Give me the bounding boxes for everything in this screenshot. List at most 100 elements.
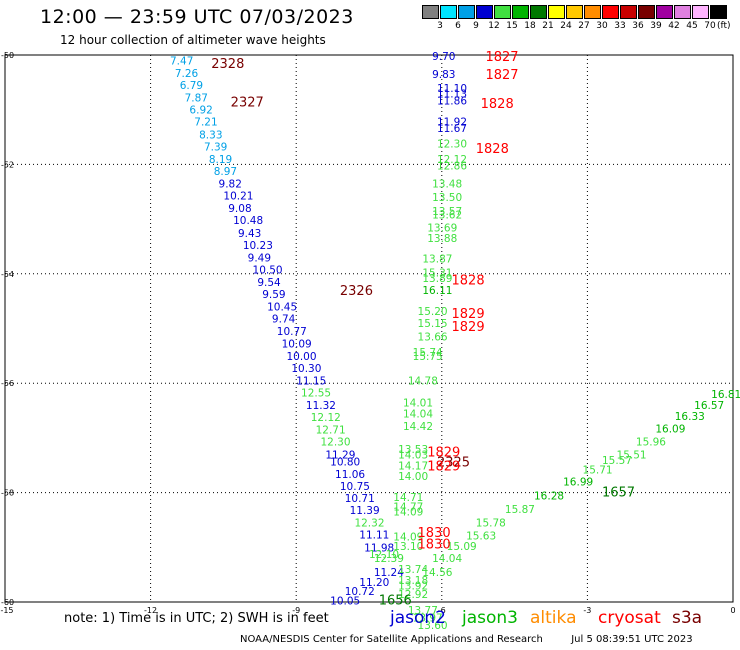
- wave-height-label: 14.09: [393, 531, 423, 543]
- wave-height-label: 6.79: [180, 80, 203, 92]
- satellite-legend-s3a: s3a: [672, 608, 703, 628]
- legend-swatch: [476, 5, 493, 19]
- wave-height-label: 15.20: [418, 306, 448, 318]
- wave-height-label: 15.57: [602, 455, 632, 467]
- satellite-legend-cryosat: cryosat: [598, 608, 661, 628]
- legend-swatch: [692, 5, 709, 19]
- pass-time-tag: 1830: [418, 526, 451, 541]
- map-subtitle: 12 hour collection of altimeter wave hei…: [60, 33, 326, 47]
- satellite-legend-altika: altika: [530, 608, 577, 628]
- wave-height-label: 12.39: [374, 553, 404, 565]
- legend-label: 30: [596, 21, 608, 31]
- satellite-legend-jason2: jason2: [390, 608, 446, 628]
- pass-time-tag: 1828: [452, 273, 485, 288]
- wave-height-label: 14.78: [408, 375, 438, 387]
- pass-time-tags: 2328 2327 2326 2325 1827 1827 1828 1828 1828 1829…: [211, 50, 635, 608]
- legend-label: 27: [578, 21, 590, 31]
- wave-height-label: 9.43: [238, 228, 261, 240]
- legend-label: 33: [614, 21, 626, 31]
- satellite-legend-jason3: jason3: [462, 608, 518, 628]
- wave-height-label: 8.19: [209, 154, 232, 166]
- wave-height-label: 11.20: [359, 577, 389, 589]
- legend-label: 45: [686, 21, 698, 31]
- wave-height-label: 9.83: [432, 69, 455, 81]
- wave-height-label: 12.32: [354, 518, 384, 530]
- wave-height-label: 12.12: [311, 412, 341, 424]
- wave-height-label: 13.89: [422, 273, 452, 285]
- legend-swatch: [422, 5, 439, 19]
- wave-height-label: 13.74: [398, 564, 428, 576]
- pass-time-tag: 1657: [602, 486, 635, 501]
- wave-height-label: 11.24: [374, 567, 404, 579]
- wave-height-label: 15.71: [583, 465, 613, 477]
- pass-time-tag: 2328: [211, 57, 244, 72]
- pass-time-tag: 2325: [437, 455, 470, 470]
- wave-height-label: 11.06: [335, 469, 365, 481]
- legend-swatch: [494, 5, 511, 19]
- wave-height-label: 16.11: [422, 285, 452, 297]
- lat-tick-label: -54: [1, 270, 14, 279]
- legend-label: 24: [560, 21, 572, 31]
- wave-height-label: 11.92: [437, 117, 467, 129]
- wave-height-label: 9.70: [432, 51, 455, 63]
- legend-label: 3: [437, 21, 443, 31]
- lat-tick-label: -50: [1, 51, 14, 60]
- wave-height-label: 16.81: [711, 389, 740, 401]
- wave-height-readings: 7.477.266.797.876.927.218.337.398.198.97…: [170, 51, 740, 632]
- wave-height-label: 12.12: [437, 154, 467, 166]
- wave-height-label: 9.59: [262, 289, 285, 301]
- wave-height-label: 13.62: [432, 210, 462, 222]
- wave-height-label: 16.33: [675, 411, 705, 423]
- wave-height-label: 14.56: [422, 567, 452, 579]
- wave-height-label: 10.50: [253, 264, 283, 276]
- lat-tick-label: -56: [1, 379, 14, 388]
- wave-height-label: 15.09: [447, 541, 477, 553]
- wave-height-label: 11.39: [350, 505, 380, 517]
- wave-height-label: 16.28: [534, 490, 564, 502]
- legend-label: 18: [524, 21, 536, 31]
- legend-label: 70: [704, 21, 716, 31]
- wave-height-label: 6.92: [189, 105, 212, 117]
- wave-height-label: 13.66: [418, 332, 448, 344]
- wave-height-label: 14.04: [432, 553, 462, 565]
- wave-height-label: 13.50: [432, 192, 462, 204]
- pass-time-tag: 1827: [485, 50, 518, 65]
- lon-tick-label: 0: [730, 606, 735, 615]
- wave-height-label: 9.08: [228, 203, 251, 215]
- wave-height-label: 11.32: [306, 400, 336, 412]
- legend-swatch: [530, 5, 547, 19]
- wave-height-label: 11.13: [437, 88, 467, 100]
- legend-swatch: [458, 5, 475, 19]
- wave-height-label: 7.21: [194, 117, 217, 129]
- wave-height-label: 16.99: [563, 477, 593, 489]
- generated-timestamp: Jul 5 08:39:51 UTC 2023: [571, 634, 693, 645]
- wave-height-label: 12.30: [320, 437, 350, 449]
- wave-height-label: 15.75: [413, 351, 443, 363]
- wave-height-label: 10.48: [233, 215, 263, 227]
- wave-height-label: 12.92: [398, 589, 428, 601]
- lat-tick-label: -52: [1, 160, 14, 169]
- legend-swatch: [548, 5, 565, 19]
- wave-height-label: 12.30: [437, 139, 467, 151]
- wave-height-label: 14.77: [393, 501, 423, 513]
- wave-height-label: 13.57: [432, 206, 462, 218]
- credit-text: NOAA/NESDIS Center for Satellite Applica…: [240, 634, 543, 645]
- wave-height-label: 13.77: [408, 605, 438, 617]
- legend-swatch: [566, 5, 583, 19]
- wave-height-label: 13.18: [398, 575, 428, 587]
- wave-height-label: 15.63: [466, 530, 496, 542]
- wave-height-label: 13.92: [398, 581, 428, 593]
- pass-time-tag: 2327: [231, 95, 264, 110]
- wave-height-label: 13.48: [432, 179, 462, 191]
- wave-height-label: 15.96: [636, 437, 666, 449]
- wave-height-label: 15.74: [413, 347, 443, 359]
- lat-lon-grid: [5, 55, 733, 602]
- legend-units: (ft): [717, 21, 731, 31]
- map-title: 12:00 — 23:59 UTC 07/03/2023: [40, 6, 354, 28]
- wave-height-label: 11.86: [437, 95, 467, 107]
- wave-height-label: 15.51: [617, 449, 647, 461]
- wave-height-label: 13.88: [427, 233, 457, 245]
- pass-time-tag: 1656: [379, 593, 412, 608]
- legend-label: 21: [542, 21, 554, 31]
